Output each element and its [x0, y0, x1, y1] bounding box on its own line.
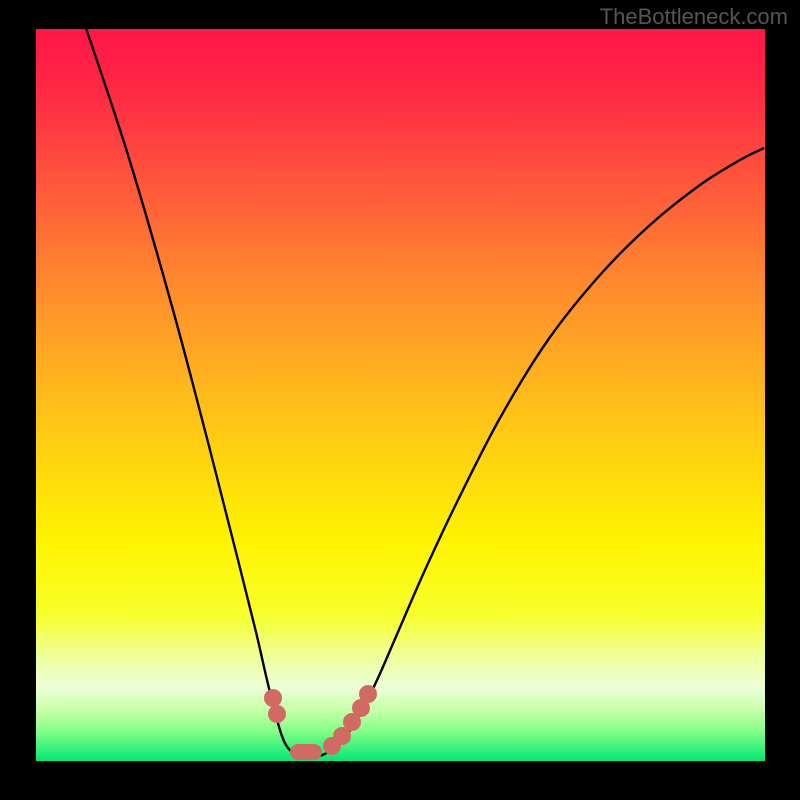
highlight-bar [290, 744, 322, 760]
highlight-dot [268, 705, 286, 723]
watermark-label: TheBottleneck.com [600, 4, 788, 30]
plot-background [36, 29, 765, 761]
highlight-dot [359, 685, 377, 703]
chart-svg [0, 0, 800, 800]
chart-root: TheBottleneck.com [0, 0, 800, 800]
highlight-dot [264, 689, 282, 707]
